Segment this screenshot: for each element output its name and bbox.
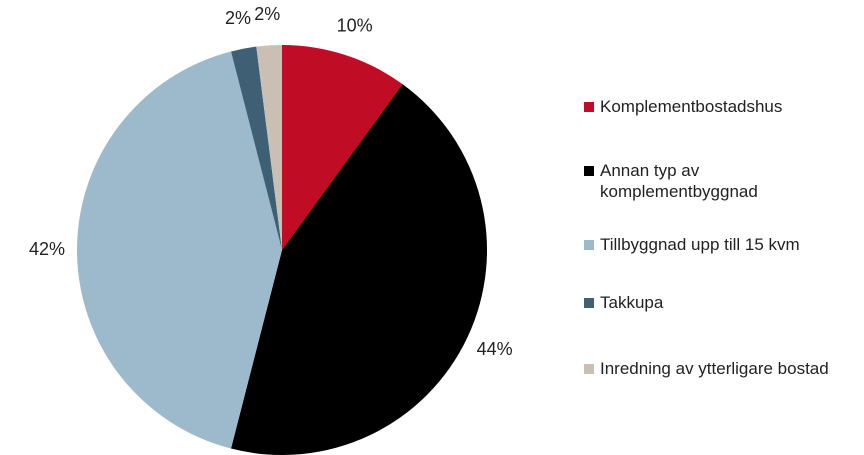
legend-swatch — [584, 102, 594, 112]
slice-label: 42% — [29, 239, 65, 259]
legend-label: Tillbyggnad upp till 15 kvm — [600, 235, 800, 254]
legend-swatch — [584, 166, 594, 176]
legend-entry: Takkupa — [584, 292, 663, 313]
legend-entry: Komplementbostadshus — [584, 96, 782, 117]
legend-label: Annan typ av komplementbyggnad — [600, 161, 758, 201]
legend-swatch — [584, 298, 594, 308]
legend-entry: Tillbyggnad upp till 15 kvm — [584, 234, 800, 255]
legend-swatch — [584, 364, 594, 374]
slice-label: 2% — [254, 4, 280, 24]
slice-label: 10% — [337, 15, 373, 35]
slice-label: 2% — [225, 8, 251, 28]
pie-slice — [77, 51, 282, 449]
pie-slice — [282, 45, 403, 250]
legend-swatch — [584, 240, 594, 250]
legend-entry: Inredning av ytterligare bostad — [584, 358, 830, 379]
legend-label: Komplementbostadshus — [600, 97, 783, 116]
legend-label: Inredning av ytterligare bostad — [600, 359, 829, 378]
pie-slice — [231, 46, 282, 250]
pie-slice — [256, 45, 282, 250]
slice-label: 44% — [477, 339, 513, 359]
pie-slice — [231, 84, 487, 455]
legend-entry: Annan typ av komplementbyggnad — [584, 160, 800, 202]
legend-label: Takkupa — [600, 293, 664, 312]
